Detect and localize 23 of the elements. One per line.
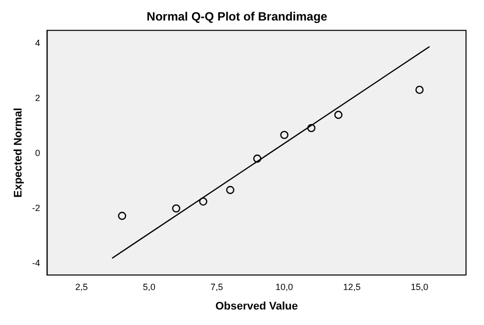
point xyxy=(307,124,316,132)
x-axis-title: Observed Value xyxy=(215,300,298,312)
chart-title: Normal Q-Q Plot of Brandimage xyxy=(146,10,328,24)
x-tick-label: 2,5 xyxy=(75,282,88,292)
y-tick-label: 4 xyxy=(35,38,40,48)
x-tick-label: 10,0 xyxy=(276,282,294,292)
point xyxy=(253,154,262,163)
point xyxy=(199,197,208,206)
y-axis-title: Expected Normal xyxy=(12,108,25,198)
x-tick-label: 15,0 xyxy=(410,282,428,292)
x-tick-label: 12,5 xyxy=(343,282,361,292)
y-tick-label: -4 xyxy=(32,258,40,268)
y-tick-label: 2 xyxy=(35,92,40,103)
point xyxy=(415,86,424,94)
x-tick-label: 5,0 xyxy=(142,282,156,292)
y-tick-label: -2 xyxy=(32,202,40,213)
point xyxy=(172,204,180,213)
point xyxy=(226,186,234,194)
point xyxy=(280,130,288,140)
x-tick-label: 7,5 xyxy=(210,282,223,292)
point xyxy=(334,110,342,119)
point xyxy=(118,212,126,220)
y-tick-label: 0 xyxy=(35,148,40,158)
